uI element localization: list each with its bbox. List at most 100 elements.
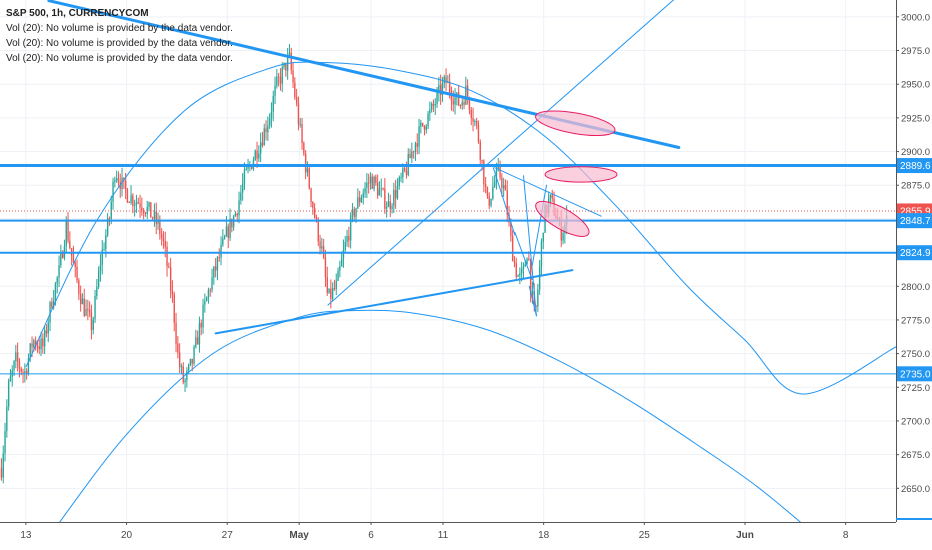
candle-body <box>411 151 413 159</box>
arc-curve <box>25 61 896 395</box>
x-tick-label: 18 <box>538 530 550 541</box>
candle-body <box>463 102 465 105</box>
candle-body <box>355 208 357 217</box>
candle-body <box>475 120 478 125</box>
candle-body <box>346 236 348 243</box>
candle-body <box>52 300 55 308</box>
candle-body <box>177 343 179 353</box>
candle-body <box>202 304 204 328</box>
candle-body <box>490 198 492 206</box>
candle-body <box>231 218 233 228</box>
candle-body <box>308 168 310 189</box>
candle-body <box>164 240 166 247</box>
candle-body <box>378 189 381 196</box>
trend-line <box>327 0 675 306</box>
candle-body <box>225 226 228 237</box>
candle-body <box>317 219 319 242</box>
candle-body <box>398 177 400 187</box>
candle-body <box>175 322 177 344</box>
candle-body <box>135 202 138 205</box>
candle-body <box>380 188 382 190</box>
candle-body <box>184 380 186 383</box>
candle-body <box>301 124 303 144</box>
candle-body <box>180 366 183 368</box>
candle-body <box>67 221 69 241</box>
trend-line <box>494 167 602 217</box>
candle-body <box>222 238 224 245</box>
y-tick-label: 2900.0 <box>901 147 930 158</box>
candle-body <box>450 92 453 101</box>
candle-body <box>409 154 411 159</box>
candle-body <box>186 370 188 381</box>
candle-body <box>281 67 283 84</box>
candle-body <box>205 297 208 302</box>
candle-body <box>420 122 422 127</box>
candle-body <box>60 252 62 266</box>
candle-body <box>524 264 526 267</box>
candle-body <box>470 109 472 119</box>
candle-body <box>157 219 159 224</box>
candle-body <box>371 176 373 189</box>
candle-body <box>277 76 280 78</box>
candle-body <box>549 194 552 199</box>
y-tick-label: 2875.0 <box>901 181 930 192</box>
candle-body <box>484 184 487 188</box>
candle-body <box>31 343 33 348</box>
candle-body <box>220 244 222 258</box>
candle-body <box>396 186 399 199</box>
candle-body <box>402 168 404 178</box>
x-tick-label: 6 <box>368 530 374 541</box>
candle-body <box>198 322 201 345</box>
candle-body <box>200 322 202 328</box>
y-tick-label: 2725.0 <box>901 383 930 394</box>
candle-body <box>265 128 267 133</box>
candle-body <box>25 371 28 374</box>
trend-line <box>528 285 537 317</box>
candle-body <box>348 236 350 241</box>
candle-body <box>394 189 397 199</box>
candle-body <box>234 213 237 217</box>
candle-body <box>36 345 39 347</box>
candle-body <box>443 76 445 84</box>
candle-body <box>133 204 136 206</box>
candle-body <box>6 406 8 431</box>
candle-body <box>344 242 346 251</box>
x-tick-label: 8 <box>843 530 849 541</box>
candle-body <box>499 165 501 178</box>
candle-body <box>531 291 534 295</box>
y-tick-label: 2775.0 <box>901 315 930 326</box>
candle-body <box>132 195 134 206</box>
candle-body <box>267 125 269 133</box>
candle-body <box>448 81 451 93</box>
candle-body <box>562 232 564 241</box>
candle-body <box>268 118 271 126</box>
x-tick-label: 20 <box>121 530 133 541</box>
candle-body <box>78 280 80 294</box>
x-tick-label: Jun <box>736 530 754 541</box>
candle-body <box>130 195 132 203</box>
candle-body <box>114 179 116 182</box>
highlight-ellipse <box>535 110 616 137</box>
candle-body <box>18 361 21 369</box>
candle-body <box>81 298 84 305</box>
candle-body <box>376 182 379 196</box>
candle-body <box>477 124 480 142</box>
candle-body <box>270 111 273 119</box>
candle-body <box>261 142 264 146</box>
candle-body <box>472 118 474 122</box>
candle-body <box>15 352 17 362</box>
candle-body <box>153 211 156 219</box>
candle-body <box>96 286 98 296</box>
price-tag-box <box>897 366 932 382</box>
price-tag-label: 2824.9 <box>900 248 931 259</box>
time-axis-background <box>0 522 932 550</box>
candle-body <box>486 187 489 197</box>
candle-body <box>240 192 242 201</box>
candle-body <box>243 169 246 184</box>
candle-body <box>405 170 408 175</box>
candle-body <box>101 249 103 265</box>
candle-body <box>445 76 447 83</box>
candle-body <box>412 151 415 153</box>
